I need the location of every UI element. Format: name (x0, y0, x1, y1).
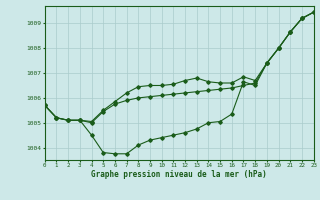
X-axis label: Graphe pression niveau de la mer (hPa): Graphe pression niveau de la mer (hPa) (91, 170, 267, 179)
